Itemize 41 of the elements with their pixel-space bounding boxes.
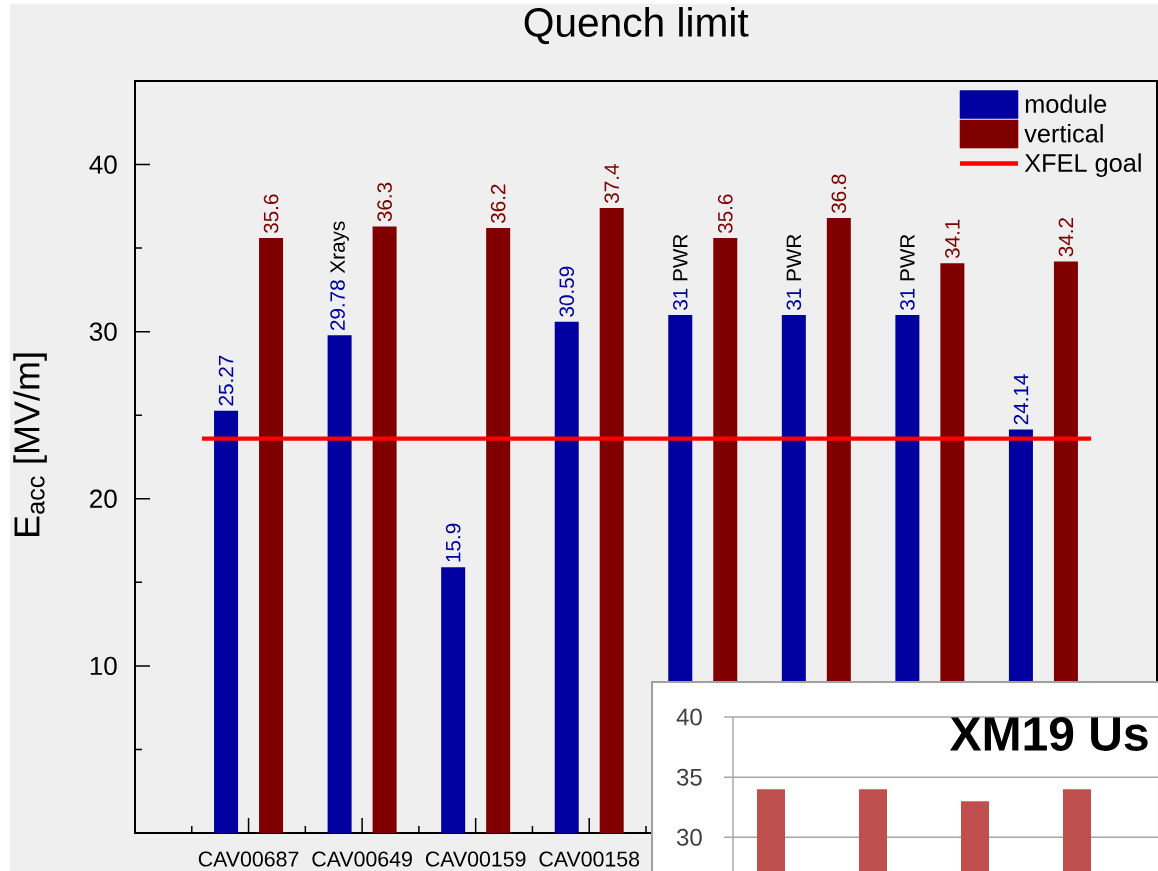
x-tick-label: CAV00159 [425, 851, 526, 867]
bar [486, 228, 511, 833]
data-label: 30.59 [559, 266, 575, 317]
y-tick-label: 20 [90, 489, 117, 508]
bar [214, 410, 239, 833]
data-label: 35.6 [263, 194, 279, 234]
data-label: 37.4 [604, 164, 620, 203]
data-label: 36.2 [490, 184, 506, 223]
data-label: 31 PWR [786, 234, 802, 310]
data-label: 29.78 Xrays [330, 221, 349, 331]
bar [372, 226, 397, 833]
y-tick-label: 30 [89, 322, 117, 341]
data-label: 36.8 [831, 174, 847, 213]
legend-label: XFEL goal [1024, 153, 1141, 177]
data-label: 35.6 [717, 194, 733, 234]
bar [441, 567, 466, 833]
data-label: 31 PWR [900, 234, 915, 310]
bar [327, 335, 352, 833]
data-label: 34.1 [945, 219, 960, 259]
y-axis-title: E$_{acc}$ [MV/m] [13, 353, 47, 536]
y-tick-label: 30 [676, 828, 702, 846]
data-label: 15.9 [445, 523, 461, 562]
y-tick-label: 10 [90, 656, 117, 676]
data-label: 24.14 [1013, 374, 1029, 425]
x-tick-label: CAV00649 [312, 851, 412, 867]
data-label: 31 PWR [672, 234, 688, 310]
data-label: 34.2 [1058, 218, 1074, 257]
legend-label: vertical [1024, 123, 1103, 143]
y-tick-label: 35 [676, 768, 702, 786]
bar [259, 238, 284, 833]
y-tick-label: 40 [89, 155, 117, 174]
bar [554, 321, 579, 833]
legend-label: module [1025, 94, 1107, 113]
x-tick-label: CAV00687 [198, 851, 299, 867]
x-tick-label: CAV00158 [539, 851, 640, 867]
data-label: 25.27 [218, 355, 234, 406]
bar [599, 208, 624, 833]
data-label: 36.3 [377, 182, 392, 222]
y-tick-label: 40 [676, 708, 702, 726]
chart-title: Quench limit [524, 7, 749, 45]
chart-title: XM19 Us [949, 716, 1148, 751]
